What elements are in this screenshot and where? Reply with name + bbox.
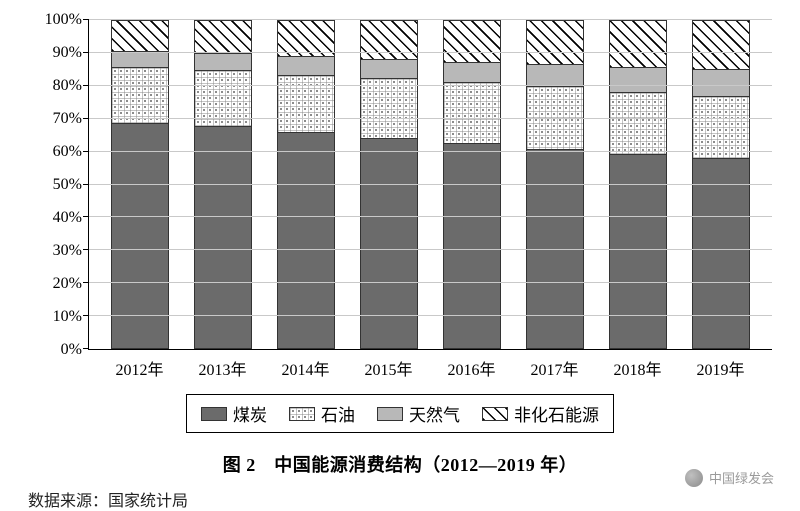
legend: 煤炭 石油 天然气 非化石能源 [186,394,614,433]
bar [443,20,501,349]
x-tick-label: 2016年 [443,356,501,380]
chart: 0%10%20%30%40%50%60%70%80%90%100% [28,20,772,350]
y-tick-label: 20% [53,275,82,293]
y-tick-label: 0% [61,341,82,359]
x-tick-label: 2012年 [111,356,169,380]
bar-segment-gas [360,60,418,79]
figure-caption: 图 2 中国能源消费结构（2012—2019 年） [28,451,772,477]
x-axis: 2012年 2013年 2014年 2015年 2016年 2017年 2018年 2019年 [88,350,772,380]
source-value: 国家统计局 [108,493,188,510]
legend-label: 天然气 [409,401,460,426]
grid-line [89,282,772,283]
y-tick-label: 80% [53,77,82,95]
x-tick-label: 2018年 [609,356,667,380]
legend-swatch-icon [201,407,227,421]
watermark: 中国绿发会 [685,468,774,487]
watermark-text: 中国绿发会 [709,468,774,487]
bar-segment-nonfossil [194,20,252,54]
y-axis: 0%10%20%30%40%50%60%70%80%90%100% [28,20,88,350]
source-prefix: 数据来源： [28,493,108,510]
y-tick-label: 70% [53,110,82,128]
bar-segment-oil [111,68,169,124]
y-tick-label: 90% [53,44,82,62]
grid-line [89,216,772,217]
grid-line [89,118,772,119]
bar-segment-gas [277,57,335,75]
bar-segment-oil [194,71,252,127]
y-tick-label: 30% [53,242,82,260]
legend-item-nonfossil: 非化石能源 [482,401,599,426]
grid-line [89,151,772,152]
legend-swatch-icon [377,407,403,421]
bar-segment-gas [111,52,169,68]
y-tick-mark [83,348,89,349]
y-tick-label: 50% [53,176,82,194]
bar-segment-gas [443,63,501,83]
grid-line [89,184,772,185]
legend-label: 非化石能源 [514,401,599,426]
legend-swatch-icon [289,407,315,421]
bar-segment-gas [609,68,667,93]
bar-segment-gas [692,70,750,97]
bar-segment-coal [360,139,418,349]
bar-segment-oil [443,83,501,145]
x-tick-label: 2015年 [360,356,418,380]
bar-segment-nonfossil [443,20,501,63]
grid-line [89,249,772,250]
data-source: 数据来源：国家统计局 [28,487,772,511]
bar-segment-nonfossil [609,20,667,68]
y-tick-label: 10% [53,308,82,326]
legend-label: 煤炭 [233,401,267,426]
x-tick-label: 2019年 [692,356,750,380]
bar-segment-nonfossil [692,20,750,70]
bar [194,20,252,349]
grid-line [89,52,772,53]
bar [526,20,584,349]
bar-segment-gas [194,54,252,71]
legend-item-oil: 石油 [289,401,355,426]
bar-segment-coal [277,133,335,349]
bar-segment-nonfossil [526,20,584,65]
bar-segment-nonfossil [360,20,418,59]
bars-container [89,20,772,349]
bar-segment-nonfossil [111,20,169,52]
y-tick-label: 40% [53,209,82,227]
y-tick-label: 60% [53,143,82,161]
x-tick-label: 2017年 [526,356,584,380]
plot-area [88,20,772,350]
grid-line [89,315,772,316]
bar [277,20,335,349]
bar-segment-coal [443,144,501,349]
x-tick-label: 2014年 [277,356,335,380]
bar-segment-oil [609,93,667,155]
x-tick-label: 2013年 [194,356,252,380]
bar-segment-oil [360,79,418,140]
bar [111,20,169,349]
legend-item-coal: 煤炭 [201,401,267,426]
watermark-logo-icon [685,469,703,487]
grid-line [89,19,772,20]
legend-item-gas: 天然气 [377,401,460,426]
bar [360,20,418,349]
bar-segment-coal [692,159,750,349]
legend-swatch-icon [482,407,508,421]
bar [692,20,750,349]
y-tick-label: 100% [45,11,82,29]
grid-line [89,85,772,86]
bar [609,20,667,349]
legend-label: 石油 [321,401,355,426]
